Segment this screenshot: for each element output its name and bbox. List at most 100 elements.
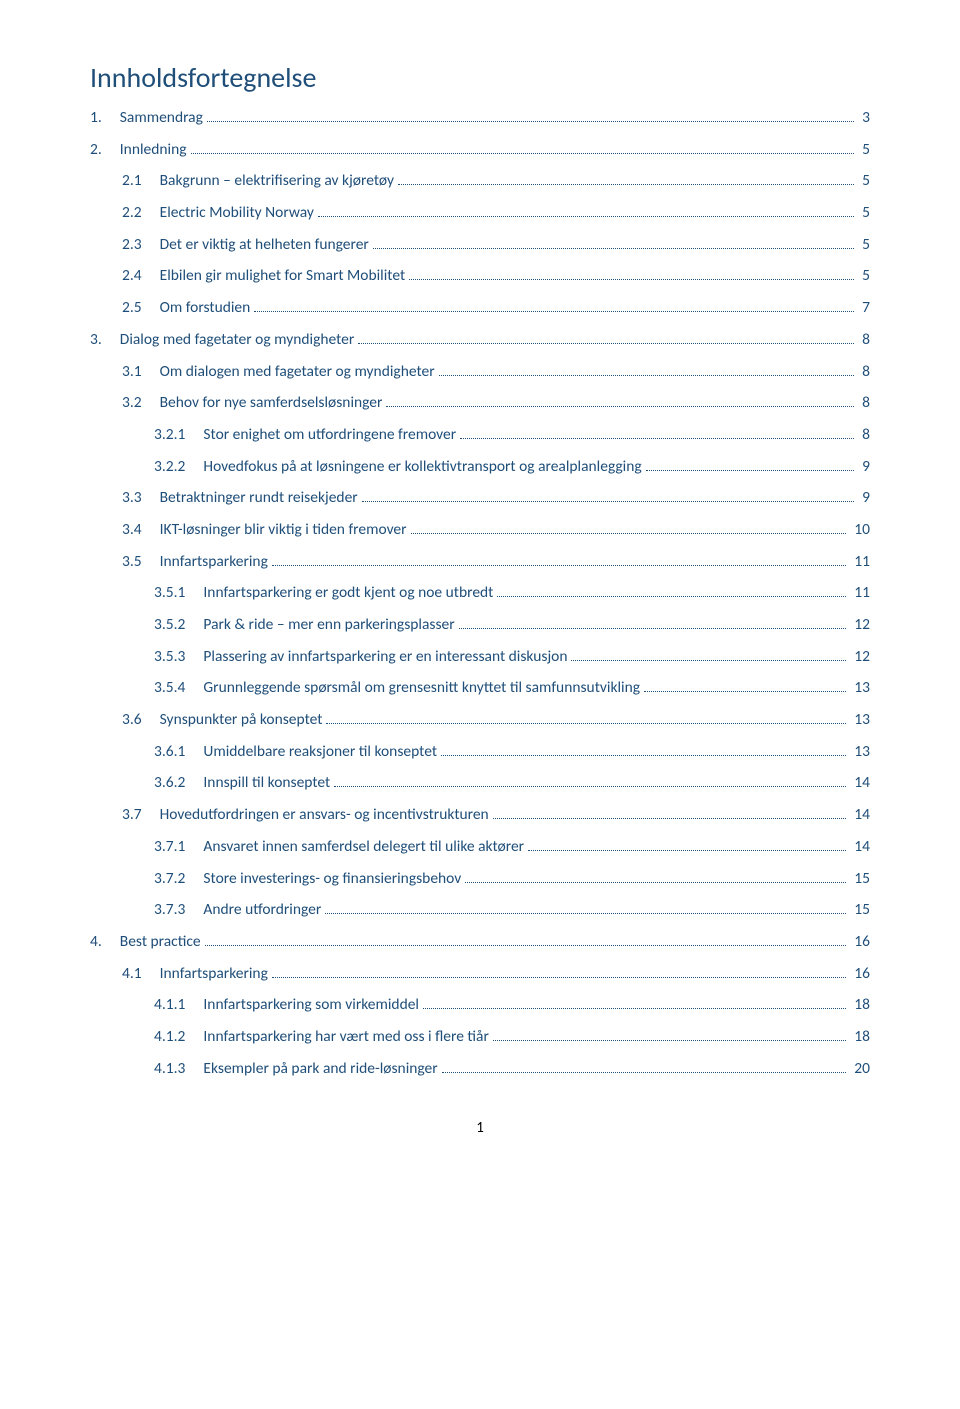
toc-entry-page: 11	[850, 582, 870, 604]
toc-entry[interactable]: 4.1.1Innfartsparkering som virkemiddel18	[90, 994, 870, 1016]
toc-entry[interactable]: 2.2Electric Mobility Norway5	[90, 202, 870, 224]
toc-entry[interactable]: 2.5Om forstudien7	[90, 297, 870, 319]
toc-entry[interactable]: 3.3Betraktninger rundt reisekjeder9	[90, 487, 870, 509]
toc-leader	[441, 755, 846, 756]
toc-leader	[409, 279, 854, 280]
toc-entry-number: 3.2	[122, 392, 160, 414]
toc-entry[interactable]: 4.1.2Innfartsparkering har vært med oss …	[90, 1026, 870, 1048]
toc-leader	[459, 628, 847, 629]
toc-entry-text: Betraktninger rundt reisekjeder	[160, 487, 358, 509]
toc-leader	[362, 501, 854, 502]
toc-entry[interactable]: 3.6.1Umiddelbare reaksjoner til konsepte…	[90, 741, 870, 763]
toc-entry[interactable]: 1.Sammendrag3	[90, 107, 870, 129]
toc-entry-text: Bakgrunn – elektrifisering av kjøretøy	[160, 170, 394, 192]
toc-entry-page: 5	[858, 234, 870, 256]
toc-entry[interactable]: 2.4Elbilen gir mulighet for Smart Mobili…	[90, 265, 870, 287]
toc-entry-number: 3.7.2	[154, 868, 203, 890]
toc-entry-text: Hovedfokus på at løsningene er kollektiv…	[203, 456, 641, 478]
toc-leader	[334, 786, 846, 787]
toc-entry[interactable]: 3.7.2Store investerings- og finansiering…	[90, 868, 870, 890]
toc-entry-text: Park & ride – mer enn parkeringsplasser	[203, 614, 454, 636]
toc-entry-text: Elbilen gir mulighet for Smart Mobilitet	[160, 265, 406, 287]
toc-leader	[373, 248, 854, 249]
toc-entry-number: 3.7	[122, 804, 160, 826]
toc-entry-page: 3	[858, 107, 870, 129]
toc-entry-number: 3.5	[122, 551, 160, 573]
toc-entry-number: 3.	[90, 329, 120, 351]
toc-entry-number: 2.5	[122, 297, 160, 319]
toc-entry[interactable]: 4.1.3Eksempler på park and ride-løsninge…	[90, 1058, 870, 1080]
toc-entry-number: 3.6.1	[154, 741, 203, 763]
toc-entry[interactable]: 3.5.4Grunnleggende spørsmål om grensesni…	[90, 677, 870, 699]
toc-entry-text: Sammendrag	[120, 107, 203, 129]
toc-entry[interactable]: 3.5.3Plassering av innfartsparkering er …	[90, 646, 870, 668]
toc-entry[interactable]: 3.6Synspunkter på konseptet13	[90, 709, 870, 731]
toc-entry-page: 5	[858, 170, 870, 192]
page-title: Innholdsfortegnelse	[90, 60, 870, 95]
toc-leader	[497, 596, 846, 597]
toc-entry[interactable]: 3.7.3Andre utfordringer15	[90, 899, 870, 921]
toc-leader	[646, 470, 854, 471]
toc-entry-number: 3.5.1	[154, 582, 203, 604]
toc-entry[interactable]: 3.5.1Innfartsparkering er godt kjent og …	[90, 582, 870, 604]
toc-entry-text: IKT-løsninger blir viktig i tiden fremov…	[160, 519, 407, 541]
toc-entry[interactable]: 2.1Bakgrunn – elektrifisering av kjøretø…	[90, 170, 870, 192]
toc-entry-number: 3.5.2	[154, 614, 203, 636]
toc-leader	[207, 121, 854, 122]
toc-entry-page: 8	[858, 424, 870, 446]
toc-entry-text: Dialog med fagetater og myndigheter	[120, 329, 355, 351]
toc-entry-page: 5	[858, 265, 870, 287]
toc-entry-number: 3.5.3	[154, 646, 203, 668]
toc-leader	[191, 153, 855, 154]
toc-entry[interactable]: 3.2.2Hovedfokus på at løsningene er koll…	[90, 456, 870, 478]
toc-entry-number: 2.3	[122, 234, 160, 256]
toc-entry-text: Innledning	[120, 139, 187, 161]
toc-entry-number: 3.1	[122, 361, 160, 383]
toc-entry-page: 7	[858, 297, 870, 319]
toc-entry-text: Om dialogen med fagetater og myndigheter	[160, 361, 435, 383]
toc-entry[interactable]: 4.1Innfartsparkering16	[90, 963, 870, 985]
toc-entry-page: 16	[850, 931, 870, 953]
toc-entry-page: 5	[858, 139, 870, 161]
toc-entry-page: 14	[850, 804, 870, 826]
toc-entry[interactable]: 3.7Hovedutfordringen er ansvars- og ince…	[90, 804, 870, 826]
toc-entry-page: 14	[850, 836, 870, 858]
toc-entry[interactable]: 3.7.1Ansvaret innen samferdsel delegert …	[90, 836, 870, 858]
toc-entry[interactable]: 4.Best practice16	[90, 931, 870, 953]
toc-entry[interactable]: 2.Innledning 5	[90, 139, 870, 161]
toc-leader	[493, 818, 847, 819]
toc-entry-number: 2.1	[122, 170, 160, 192]
toc-leader	[493, 1040, 846, 1041]
toc-entry-text: Electric Mobility Norway	[160, 202, 314, 224]
toc-leader	[326, 723, 846, 724]
toc-entry[interactable]: 3.1Om dialogen med fagetater og myndighe…	[90, 361, 870, 383]
toc-entry-text: Plassering av innfartsparkering er en in…	[203, 646, 567, 668]
toc-entry-page: 8	[858, 392, 870, 414]
toc-entry[interactable]: 3.6.2Innspill til konseptet14	[90, 772, 870, 794]
toc-entry[interactable]: 3.2Behov for nye samferdselsløsninger8	[90, 392, 870, 414]
toc-entry[interactable]: 3.4IKT-løsninger blir viktig i tiden fre…	[90, 519, 870, 541]
toc-entry-number: 3.7.1	[154, 836, 203, 858]
toc-entry-number: 3.2.2	[154, 456, 203, 478]
toc-entry-number: 3.2.1	[154, 424, 203, 446]
toc-entry[interactable]: 3.5.2Park & ride – mer enn parkeringspla…	[90, 614, 870, 636]
toc-leader	[528, 850, 846, 851]
toc-entry-number: 3.7.3	[154, 899, 203, 921]
toc-leader	[205, 945, 847, 946]
toc-entry[interactable]: 3.5Innfartsparkering11	[90, 551, 870, 573]
toc-entry-page: 13	[850, 741, 870, 763]
toc-entry[interactable]: 3.Dialog med fagetater og myndigheter8	[90, 329, 870, 351]
toc-entry-number: 3.6.2	[154, 772, 203, 794]
toc-entry-page: 9	[858, 487, 870, 509]
toc-leader	[644, 691, 846, 692]
toc-entry-text: Store investerings- og finansieringsbeho…	[203, 868, 461, 890]
toc-entry-page: 12	[850, 614, 870, 636]
toc-entry[interactable]: 3.2.1Stor enighet om utfordringene fremo…	[90, 424, 870, 446]
toc-entry-page: 13	[850, 677, 870, 699]
toc-entry-number: 2.	[90, 139, 120, 161]
toc-entry-number: 4.1.3	[154, 1058, 203, 1080]
toc-entry-page: 16	[850, 963, 870, 985]
toc-leader	[325, 913, 846, 914]
toc-leader	[571, 660, 846, 661]
toc-entry[interactable]: 2.3Det er viktig at helheten fungerer5	[90, 234, 870, 256]
